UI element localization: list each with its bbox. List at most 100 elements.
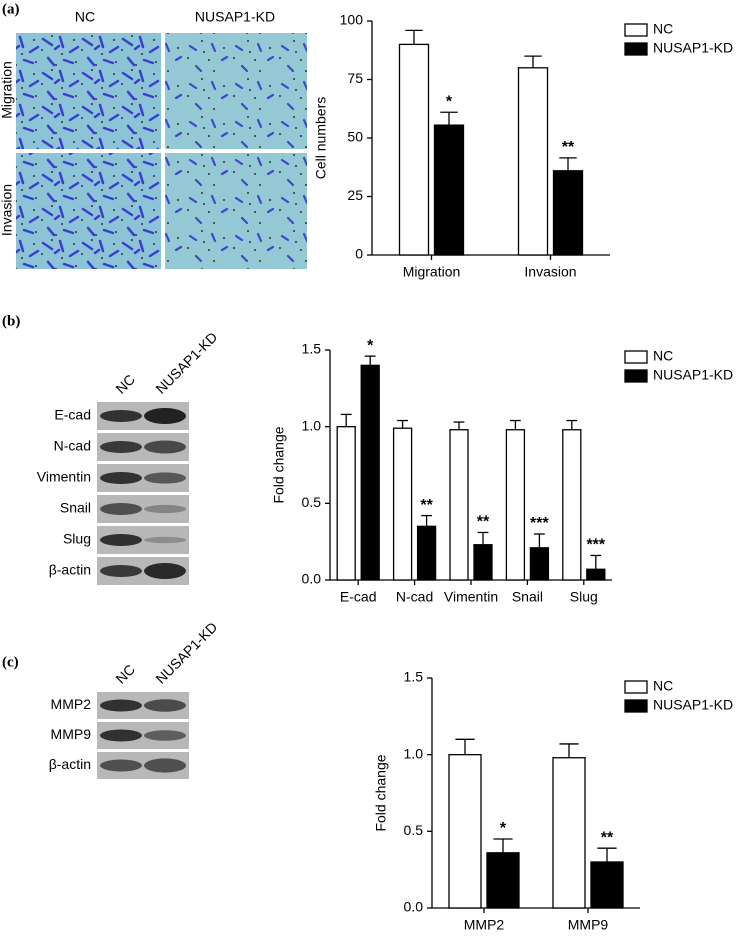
blot-band — [144, 472, 186, 484]
blot-band — [100, 441, 142, 453]
x-tick-label: MMP2 — [464, 917, 505, 933]
legend-label: NUSAP1-KD — [653, 367, 733, 383]
bar — [552, 170, 584, 256]
blot-column-label: NC — [112, 371, 138, 397]
panel-label: (b) — [2, 313, 20, 329]
blot-band — [100, 503, 142, 515]
panel-label: (a) — [2, 1, 20, 17]
y-tick-label: 50 — [347, 129, 363, 145]
blot-column-label: NUSAP1-KD — [152, 329, 220, 397]
x-tick-label: Vimentin — [444, 589, 498, 605]
blot-row-label: β-actin — [49, 562, 91, 578]
y-tick-label: 0 — [355, 246, 363, 262]
micrograph — [165, 33, 307, 149]
y-tick-label: 0.5 — [404, 822, 424, 838]
bar — [562, 429, 582, 581]
blot-band — [100, 729, 142, 742]
blot-band — [144, 730, 186, 741]
blot-band — [144, 758, 186, 773]
blot-band — [100, 759, 142, 772]
y-tick-label: 1.5 — [302, 341, 322, 357]
blot-band — [100, 534, 142, 546]
x-tick-label: Invasion — [524, 264, 576, 280]
micrograph — [165, 153, 307, 269]
blot-row-label: N-cad — [54, 438, 91, 454]
significance-label: ** — [601, 829, 614, 846]
x-tick-label: Slug — [570, 589, 598, 605]
blot-band — [144, 504, 186, 514]
bar — [486, 852, 520, 909]
blot-band — [100, 699, 142, 712]
blot-band — [100, 410, 142, 422]
legend-label: NUSAP1-KD — [653, 40, 733, 56]
bar — [590, 861, 624, 909]
bar — [448, 754, 482, 909]
bar — [505, 429, 526, 581]
bar — [392, 427, 413, 581]
bar — [398, 43, 430, 256]
bar — [360, 364, 380, 581]
significance-label: * — [500, 820, 507, 837]
legend-swatch — [624, 23, 648, 37]
panel-label: (c) — [2, 654, 19, 670]
y-tick-label: 1.5 — [404, 669, 424, 685]
significance-label: ** — [477, 514, 490, 531]
blot-band — [144, 699, 186, 712]
image-column-label: NC — [75, 9, 95, 25]
y-tick-label: 1.0 — [302, 417, 322, 433]
bar — [336, 426, 356, 581]
significance-label: * — [367, 337, 374, 354]
y-tick-label: 25 — [347, 187, 363, 203]
y-tick-label: 1.0 — [404, 745, 424, 761]
blot-row-label: E-cad — [54, 407, 91, 423]
legend-swatch — [624, 350, 648, 364]
blot-row-label: Vimentin — [37, 469, 91, 485]
significance-label: ** — [420, 497, 433, 514]
bar — [433, 124, 465, 256]
y-tick-label: 0.0 — [302, 571, 322, 587]
y-tick-label: 100 — [340, 12, 364, 28]
significance-label: ** — [562, 139, 575, 156]
blot-band — [100, 565, 142, 577]
significance-label: *** — [530, 515, 549, 532]
legend-swatch — [624, 42, 648, 56]
legend-swatch — [624, 369, 648, 383]
micrograph — [16, 153, 161, 269]
legend-label: NC — [653, 348, 673, 364]
blot-row-label: Snail — [60, 500, 91, 516]
significance-label: *** — [586, 537, 605, 554]
x-tick-label: N-cad — [396, 589, 433, 605]
y-tick-label: 75 — [347, 70, 363, 86]
blot-row-label: β-actin — [49, 756, 91, 772]
image-row-label: Migration — [0, 61, 15, 119]
blot-row-label: MMP9 — [51, 726, 92, 742]
y-axis-label: Cell numbers — [313, 97, 329, 179]
micrograph — [16, 33, 161, 149]
blot-row-label: MMP2 — [51, 696, 92, 712]
y-axis-label: Fold change — [271, 426, 287, 503]
y-axis-label: Fold change — [373, 754, 389, 831]
blot-column-label: NC — [112, 661, 138, 687]
bar — [517, 67, 549, 256]
y-tick-label: 0.0 — [404, 899, 424, 915]
blot-band — [144, 563, 186, 579]
x-tick-label: Migration — [403, 264, 461, 280]
legend-swatch — [624, 680, 648, 694]
legend-label: NC — [653, 21, 673, 37]
blot-band — [144, 440, 186, 454]
bar — [529, 547, 550, 581]
significance-label: * — [446, 93, 453, 110]
bar — [416, 525, 437, 581]
blot-band — [144, 408, 186, 424]
image-column-label: NUSAP1-KD — [195, 9, 275, 25]
legend-label: NUSAP1-KD — [653, 697, 733, 713]
bar — [473, 544, 493, 581]
legend-swatch — [624, 699, 648, 713]
blot-column-label: NUSAP1-KD — [152, 619, 220, 687]
blot-band — [100, 472, 142, 484]
blot-row-label: Slug — [63, 531, 91, 547]
bar — [449, 429, 469, 581]
blot-band — [144, 536, 186, 544]
y-tick-label: 0.5 — [302, 494, 322, 510]
